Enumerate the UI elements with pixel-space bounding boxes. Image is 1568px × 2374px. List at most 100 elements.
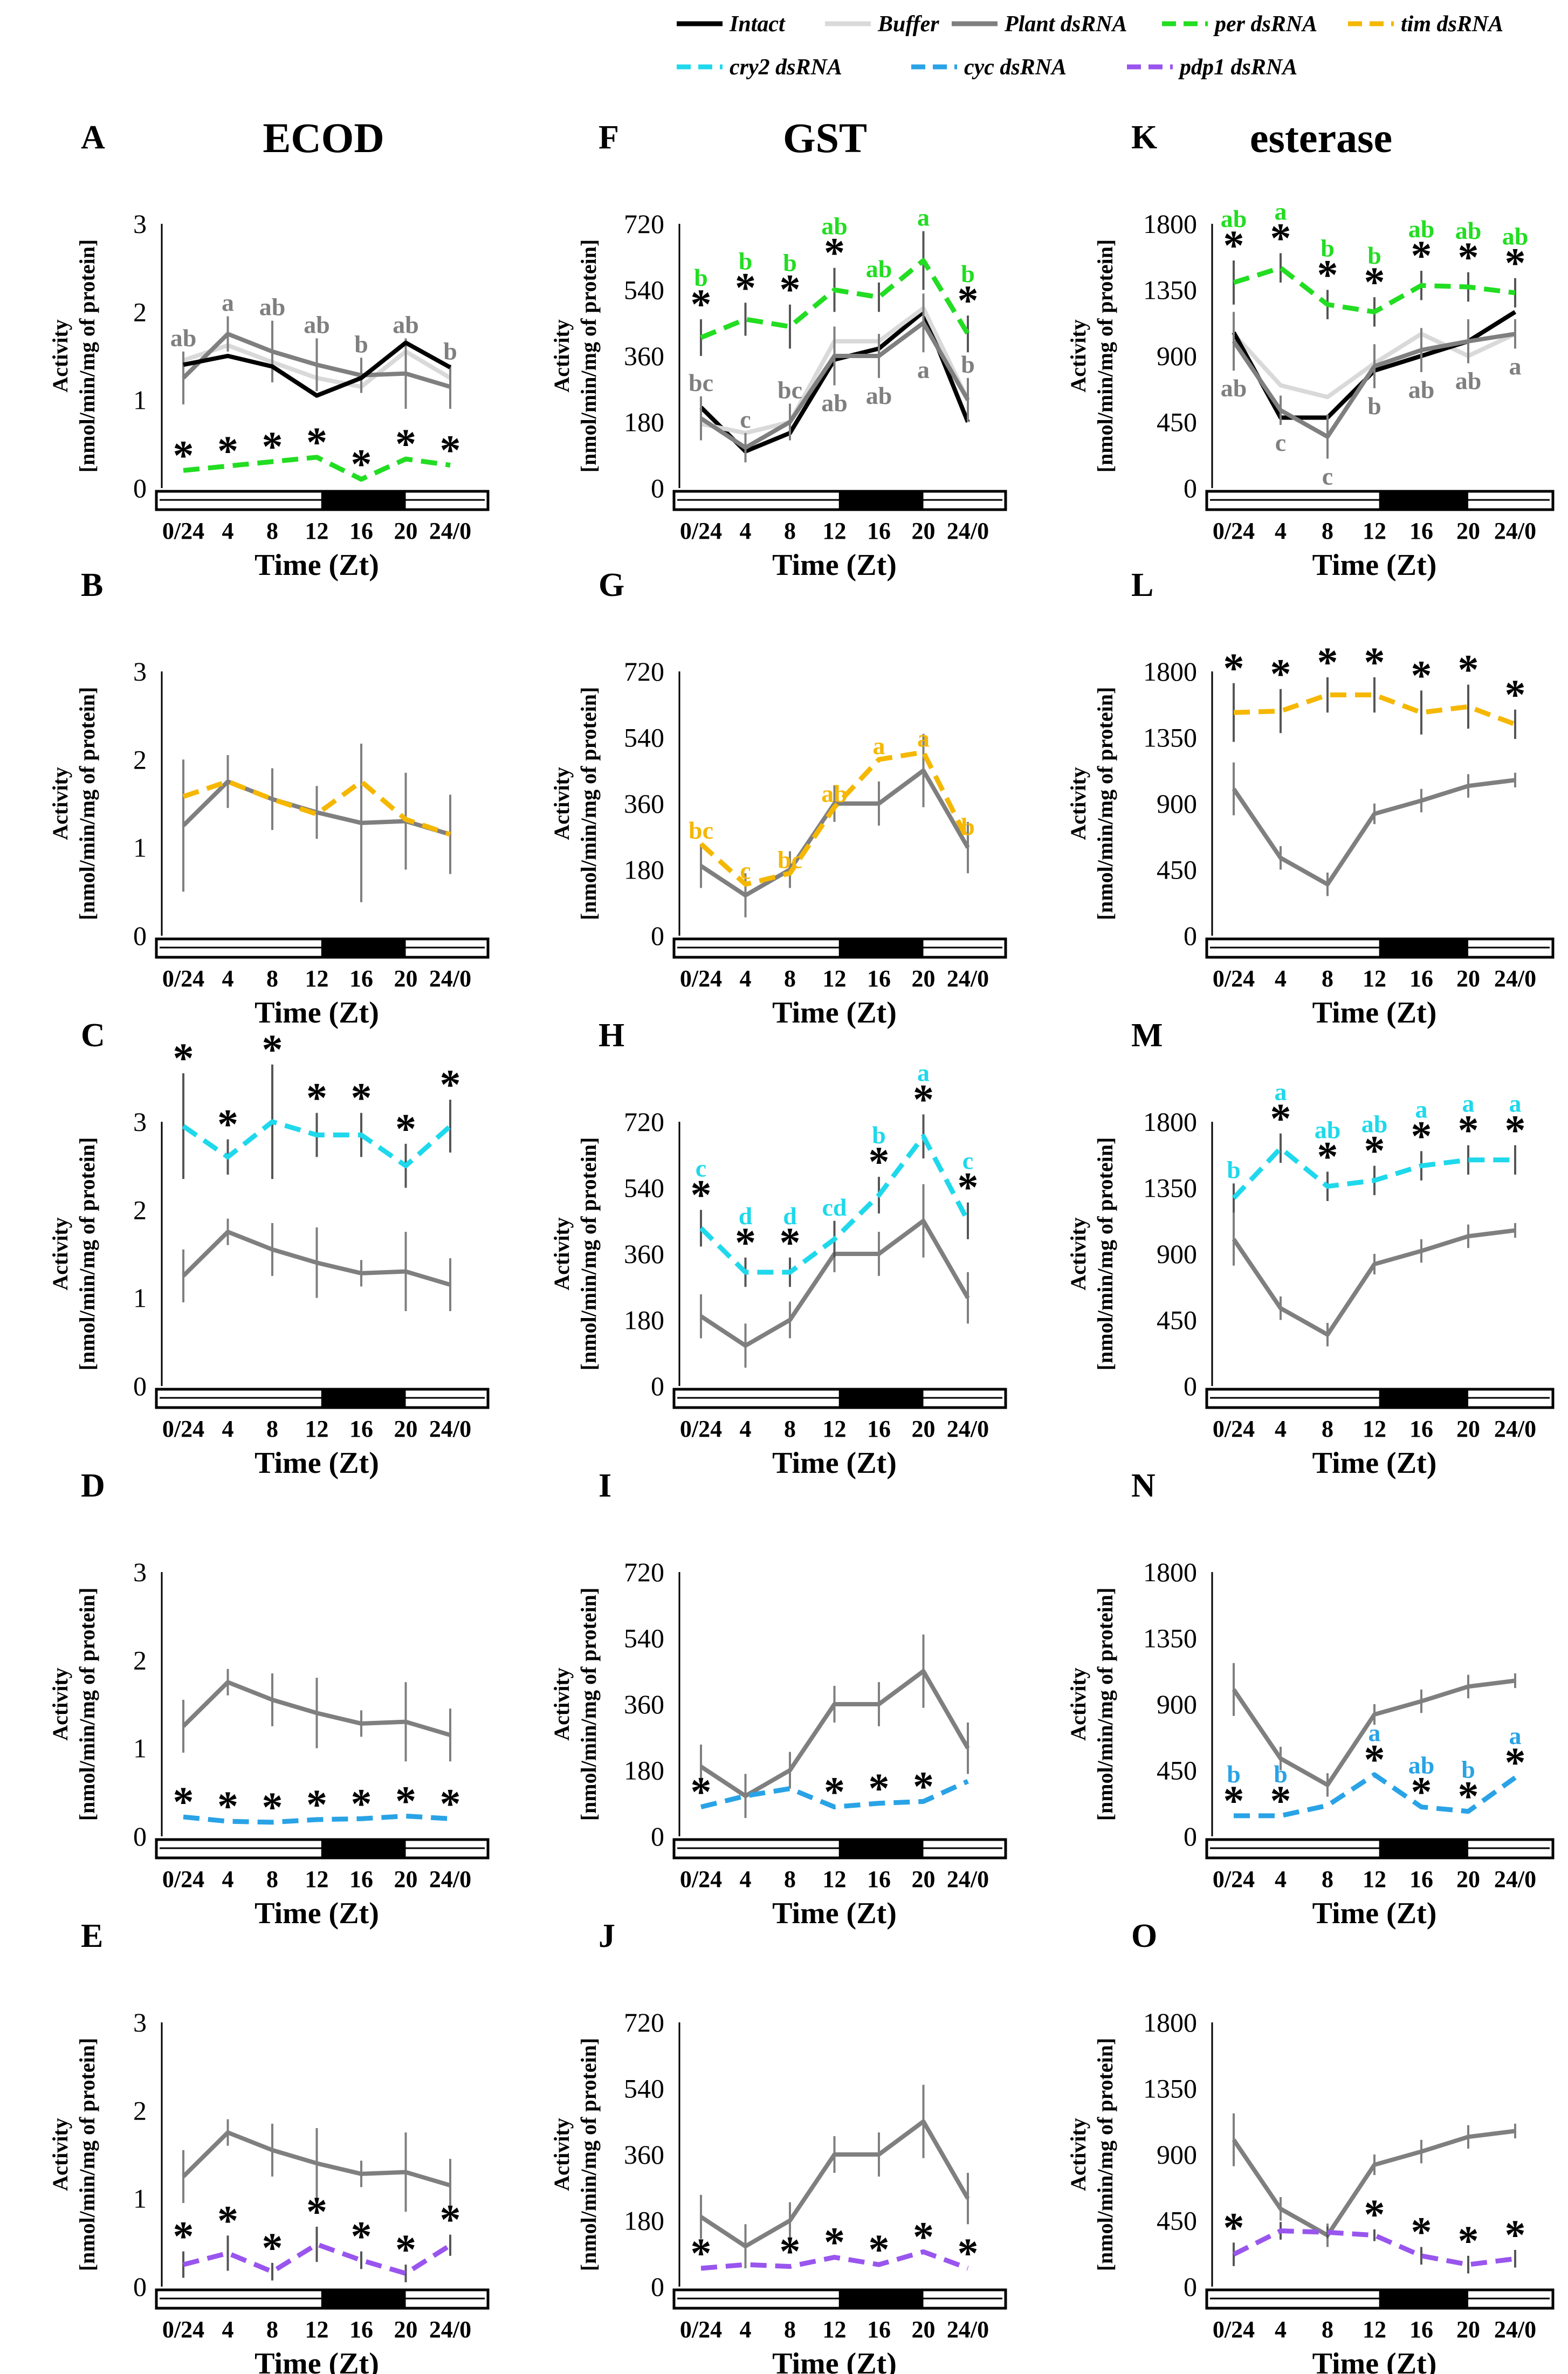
series-line	[182, 1119, 452, 1169]
panel-letter: F	[599, 119, 619, 156]
y-tick-label: 540	[624, 1623, 664, 1653]
x-tick-label: 8	[266, 965, 278, 992]
series-line	[699, 768, 970, 898]
significance-star: *	[1458, 2217, 1479, 2264]
series-line	[700, 1779, 969, 1810]
x-tick-label: 16	[867, 1866, 891, 1892]
significance-star: *	[1270, 650, 1291, 697]
significance-star: *	[1364, 639, 1385, 685]
y-tick-label: 3	[133, 1557, 147, 1587]
y-tick-label: 3	[133, 209, 147, 239]
x-tick-label: 4	[1275, 1416, 1287, 1442]
y-tick-label: 360	[624, 341, 664, 371]
series-line	[1232, 332, 1516, 439]
y-tick-label: 1800	[1143, 1557, 1197, 1587]
dark-phase-bar	[321, 2290, 406, 2308]
x-tick-label: 20	[394, 2316, 418, 2343]
y-tick-label: 3	[133, 2007, 147, 2037]
dark-phase-bar	[1379, 2290, 1468, 2308]
significance-letter: ab	[259, 293, 286, 321]
significance-letter: ab	[821, 389, 848, 416]
significance-star: *	[440, 427, 461, 474]
y-tick-label: 720	[624, 1107, 664, 1137]
x-tick-label: 20	[1456, 965, 1480, 992]
significance-letter: b	[961, 260, 975, 287]
y-axis-label-units: [nmol/min/mg of protein]	[75, 2038, 99, 2272]
y-tick-label: 180	[624, 1755, 664, 1786]
panel-letter: L	[1131, 567, 1153, 603]
y-tick-label: 180	[624, 855, 664, 885]
significance-star: *	[217, 2197, 238, 2243]
x-axis-label: Time (Zt)	[772, 548, 897, 582]
dark-phase-bar	[1379, 1840, 1468, 1858]
y-tick-label: 2	[133, 744, 147, 774]
dark-phase-bar	[1379, 491, 1468, 510]
significance-letter: a	[917, 356, 930, 383]
series-pdp1-dsrna: * * * * * * *	[173, 2188, 461, 2282]
legend-label-6: cyc dsRNA	[964, 55, 1067, 80]
significance-star: *	[173, 2213, 194, 2260]
y-tick-label: 1800	[1143, 1107, 1197, 1137]
y-tick-label: 0	[1184, 1371, 1197, 1401]
significance-star: *	[306, 2188, 327, 2235]
y-axis-label-units: [nmol/min/mg of protein]	[576, 239, 601, 473]
y-tick-label: 900	[1157, 1239, 1197, 1269]
y-axis-label: Activity	[48, 319, 72, 393]
y-tick-label: 0	[651, 1371, 664, 1401]
x-tick-label: 0/24	[680, 2316, 722, 2343]
significance-star: *	[1270, 1095, 1291, 1142]
significance-letter: a	[1275, 197, 1287, 225]
series-cry2-dsrna: * * * * * * *	[173, 1026, 461, 1188]
x-tick-label: 20	[394, 1416, 418, 1442]
x-tick-label: 0/24	[162, 965, 204, 992]
significance-star: *	[1223, 2204, 1244, 2251]
panel-K: K 0 450 900 1350 1800 Activity [nmol/min/mg of …	[1066, 119, 1555, 582]
x-axis-label: Time (Zt)	[255, 996, 379, 1030]
series-line	[182, 332, 451, 389]
x-tick-label: 8	[784, 2316, 796, 2343]
x-tick-label: 24/0	[947, 965, 989, 992]
x-tick-label: 12	[1363, 518, 1386, 544]
x-tick-label: 12	[1363, 1866, 1386, 1892]
y-axis-label: Activity	[549, 767, 574, 840]
y-tick-label: 1350	[1143, 275, 1197, 305]
legend-label-2: Plant dsRNA	[1004, 12, 1127, 37]
significance-letter: c	[740, 857, 751, 884]
significance-letter: a	[1368, 1719, 1381, 1747]
panel-letter: E	[81, 1918, 103, 1954]
significance-letter: a	[1275, 1078, 1287, 1106]
y-axis-label-units: [nmol/min/mg of protein]	[576, 1137, 601, 1371]
x-tick-label: 12	[305, 518, 329, 544]
y-tick-label: 360	[624, 2139, 664, 2170]
dark-phase-bar	[1379, 939, 1468, 957]
significance-star: *	[869, 1138, 890, 1185]
significance-star: *	[735, 1219, 756, 1266]
x-tick-label: 8	[784, 965, 796, 992]
panel-letter: A	[81, 119, 105, 156]
panel-G: G 0 180 360 540 720 Activity [nmol/min/mg of pr…	[549, 567, 1007, 1030]
y-tick-label: 0	[651, 1821, 664, 1851]
significance-star: *	[440, 1780, 461, 1827]
significance-letter: bc	[689, 817, 713, 844]
series-intact	[183, 340, 451, 398]
panel-H: H 0 180 360 540 720 Activity [nmol/min/mg of pr…	[549, 1017, 1007, 1480]
significance-star: *	[395, 2226, 416, 2273]
x-tick-label: 20	[1456, 518, 1480, 544]
significance-letter: bc	[778, 846, 802, 873]
y-axis-label-units: [nmol/min/mg of protein]	[1093, 239, 1117, 473]
significance-letter: ab	[1408, 376, 1435, 403]
x-tick-label: 12	[823, 1866, 847, 1892]
y-tick-label: 540	[624, 275, 664, 305]
x-tick-label: 8	[1322, 1416, 1333, 1442]
panel-letter: D	[81, 1467, 105, 1504]
x-tick-label: 24/0	[429, 518, 471, 544]
x-axis-label: Time (Zt)	[1312, 2347, 1437, 2374]
x-tick-label: 0/24	[1213, 1866, 1255, 1892]
significance-star: *	[1505, 2211, 1526, 2258]
x-tick-label: 20	[1456, 2316, 1480, 2343]
series-cyc-dsrna: * * * *	[691, 1762, 969, 1815]
x-tick-label: 24/0	[429, 1416, 471, 1442]
